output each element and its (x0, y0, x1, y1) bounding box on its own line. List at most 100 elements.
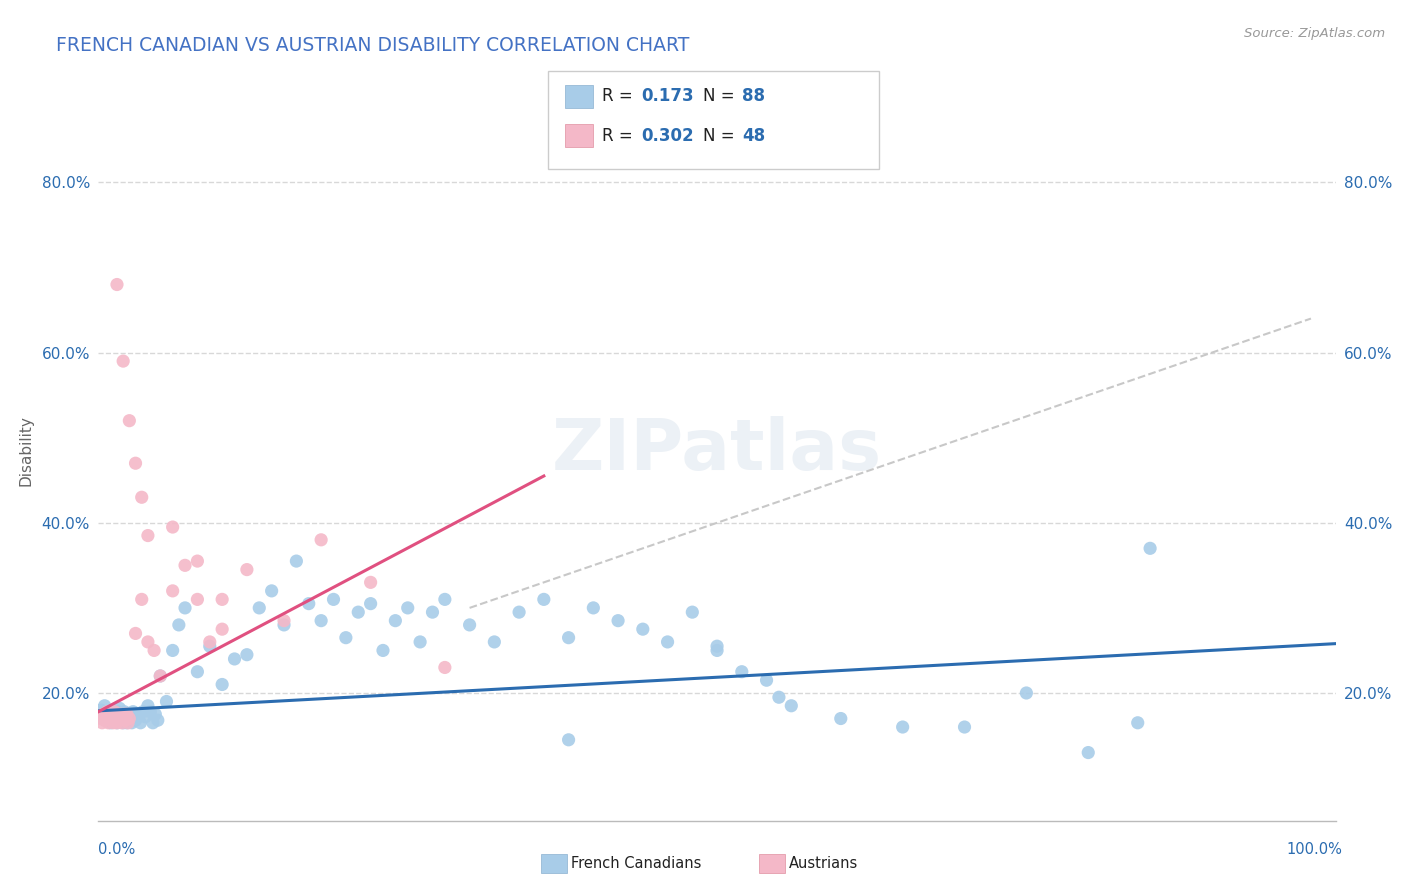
Point (273, 618, 295, 632)
Text: 0.0%: 0.0% (98, 842, 135, 856)
Point (422, 605, 444, 619)
Point (112, 707, 135, 722)
Point (396, 600, 419, 615)
Point (121, 715, 143, 730)
Point (681, 605, 703, 619)
Text: 88: 88 (742, 87, 765, 105)
Point (211, 592, 233, 607)
Text: Austrians: Austrians (789, 856, 858, 871)
Text: N =: N = (703, 87, 740, 105)
Point (136, 635, 159, 649)
Text: R =: R = (602, 127, 638, 145)
Point (706, 639, 728, 653)
Text: R =: R = (602, 87, 638, 105)
Point (309, 533, 332, 547)
Point (484, 635, 506, 649)
Point (186, 665, 208, 679)
Point (607, 614, 630, 628)
Point (110, 707, 132, 722)
Point (97, 710, 120, 724)
Point (131, 490, 153, 504)
Point (124, 713, 146, 727)
Point (1139, 541, 1161, 556)
Point (127, 707, 149, 722)
Point (146, 713, 169, 727)
Point (103, 705, 125, 719)
Point (124, 456, 146, 470)
Point (1126, 715, 1149, 730)
Text: FRENCH CANADIAN VS AUSTRIAN DISABILITY CORRELATION CHART: FRENCH CANADIAN VS AUSTRIAN DISABILITY C… (56, 36, 689, 54)
Point (143, 643, 166, 657)
Point (335, 631, 357, 645)
Point (117, 715, 139, 730)
Point (124, 626, 146, 640)
Point (101, 707, 124, 722)
Point (260, 583, 283, 598)
Point (236, 563, 259, 577)
Point (384, 614, 406, 628)
Point (112, 705, 135, 719)
Point (953, 720, 976, 734)
Point (112, 710, 135, 724)
Point (631, 622, 654, 636)
Point (131, 592, 153, 607)
Point (247, 600, 270, 615)
Point (118, 713, 141, 727)
Point (198, 639, 221, 653)
Point (105, 715, 128, 730)
Point (186, 592, 208, 607)
Point (508, 605, 530, 619)
Text: ZIPatlas: ZIPatlas (553, 416, 882, 485)
Point (731, 665, 754, 679)
Point (93, 712, 115, 726)
Point (100, 715, 122, 730)
Point (322, 592, 344, 607)
Point (298, 597, 321, 611)
Point (136, 528, 159, 542)
Point (755, 673, 778, 688)
Point (557, 732, 579, 747)
Point (100, 713, 122, 727)
Point (224, 652, 246, 666)
Text: Source: ZipAtlas.com: Source: ZipAtlas.com (1244, 27, 1385, 40)
Point (143, 707, 166, 722)
Point (582, 600, 605, 615)
Text: 100.0%: 100.0% (1286, 842, 1343, 856)
Point (105, 715, 128, 730)
Point (557, 631, 579, 645)
Point (96, 705, 118, 719)
Point (706, 643, 728, 657)
Point (409, 635, 432, 649)
Point (134, 710, 156, 724)
Point (198, 635, 221, 649)
Point (211, 622, 233, 636)
Point (114, 710, 136, 724)
Point (110, 713, 132, 727)
Point (830, 712, 852, 726)
Point (458, 618, 481, 632)
Point (90, 712, 112, 726)
Point (309, 614, 332, 628)
Point (273, 614, 295, 628)
Point (114, 713, 136, 727)
Point (533, 592, 555, 607)
Point (780, 698, 803, 713)
Point (149, 669, 172, 683)
Text: 0.302: 0.302 (641, 127, 693, 145)
Point (129, 715, 152, 730)
Point (433, 660, 456, 674)
Point (891, 720, 914, 734)
Point (107, 705, 129, 719)
Text: N =: N = (703, 127, 740, 145)
Point (112, 354, 135, 368)
Point (118, 414, 141, 428)
Point (101, 712, 124, 726)
Point (371, 643, 394, 657)
Point (96, 707, 118, 722)
Point (120, 710, 142, 724)
Text: 48: 48 (742, 127, 765, 145)
Point (155, 694, 177, 708)
Point (103, 713, 125, 727)
Point (124, 712, 146, 726)
Point (97, 715, 120, 730)
